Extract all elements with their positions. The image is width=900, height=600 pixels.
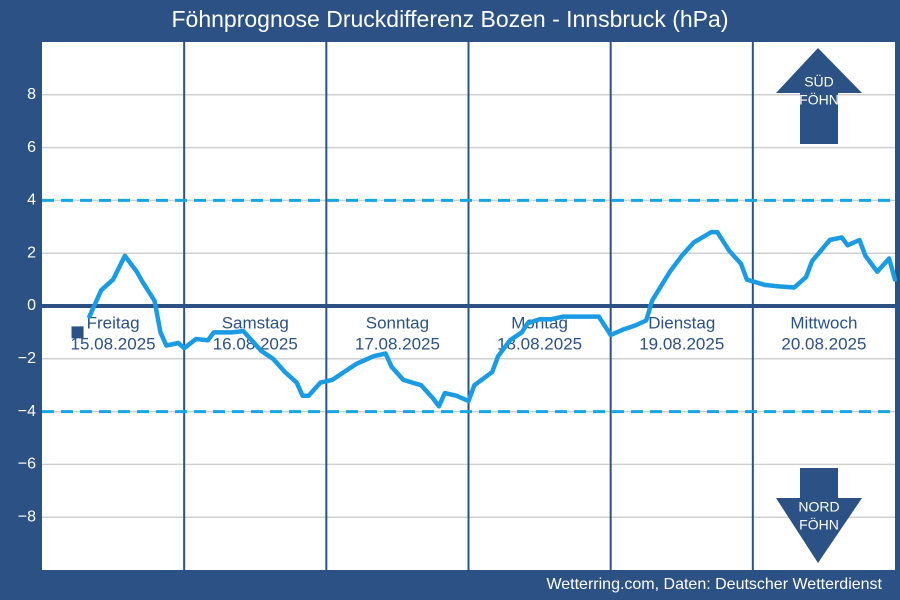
day-date: 20.08.2025 <box>781 334 866 353</box>
day-name: Sonntag <box>366 313 429 332</box>
sued-arrow <box>776 48 862 144</box>
arrow-label: FÖHN <box>799 516 839 533</box>
source: Wetterring.com, Daten: Deutscher Wetterd… <box>546 576 882 593</box>
day-name: Samstag <box>222 313 289 332</box>
y-tick-label: −8 <box>18 508 36 525</box>
y-tick-label: 2 <box>27 244 36 261</box>
y-tick-label: 8 <box>27 86 36 103</box>
day-date: 19.08.2025 <box>639 334 724 353</box>
day-date: 18.08.2025 <box>497 334 582 353</box>
grid <box>42 42 895 570</box>
y-tick-label: 0 <box>27 297 36 314</box>
y-tick-label: 6 <box>27 139 36 156</box>
day-date: 15.08.2025 <box>71 334 156 353</box>
day-name: Freitag <box>87 313 140 332</box>
arrow-label: NORD <box>798 499 839 515</box>
current-marker <box>71 326 84 339</box>
arrow-label: SÜD <box>804 73 834 90</box>
y-tick-label: 4 <box>27 192 36 209</box>
y-tick-label: −4 <box>18 403 36 420</box>
day-name: Mittwoch <box>790 313 857 332</box>
chart-title: Föhnprognose Druckdifferenz Bozen - Inns… <box>172 6 729 32</box>
y-tick-label: −6 <box>18 456 36 473</box>
day-name: Dienstag <box>648 313 715 332</box>
arrow-label: FÖHN <box>799 91 839 108</box>
day-date: 17.08.2025 <box>355 334 440 353</box>
y-tick-label: −2 <box>18 350 36 367</box>
pressure-line <box>87 229 898 409</box>
marks: Freitag15.08.2025Samstag16.08.2025Sonnta… <box>71 229 898 409</box>
nord-arrow <box>776 468 862 563</box>
